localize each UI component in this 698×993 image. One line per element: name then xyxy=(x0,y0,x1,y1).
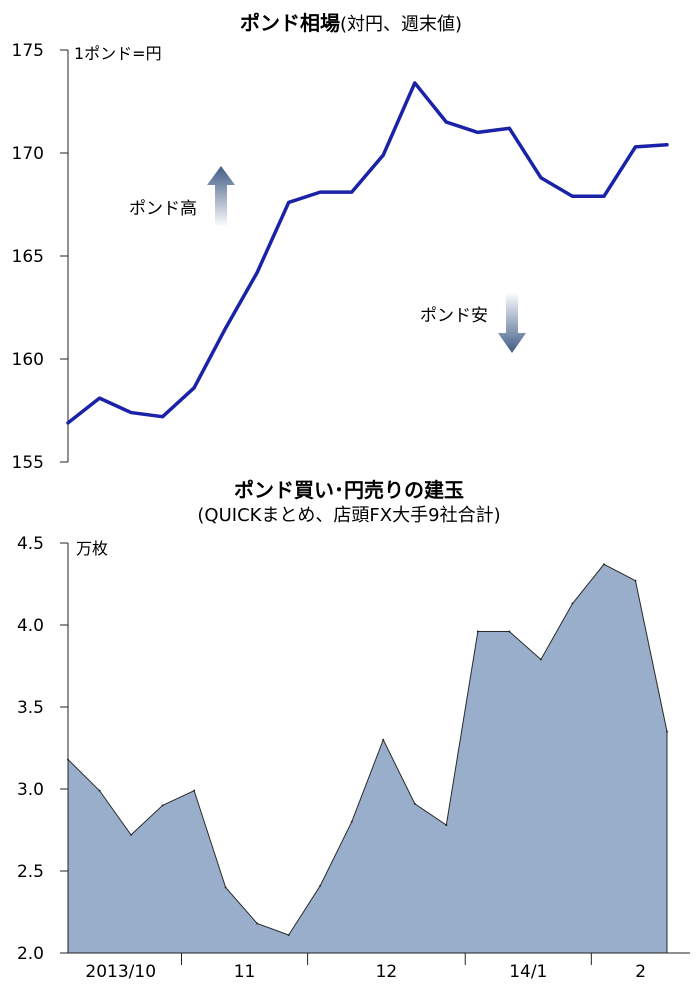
bottom-data-point xyxy=(634,579,637,582)
bottom-data-point xyxy=(130,833,133,836)
bottom-data-point xyxy=(224,886,227,889)
bottom-y-tick-label: 4.0 xyxy=(17,616,44,636)
bottom-data-point xyxy=(67,758,69,761)
bottom-data-point xyxy=(193,789,196,792)
top-data-point xyxy=(161,415,165,419)
top-data-point xyxy=(287,200,291,204)
top-data-point xyxy=(539,176,543,180)
top-y-tick-label: 170 xyxy=(12,144,44,164)
bottom-data-point xyxy=(161,804,164,807)
annotation-pound-up: ポンド高 xyxy=(129,166,235,227)
top-y-tick-label: 165 xyxy=(12,247,44,267)
bottom-chart-subtitle: (QUICKまとめ、店頭FX大手9社合計) xyxy=(197,505,500,526)
top-y-tick-label: 160 xyxy=(12,350,44,370)
bottom-y-tick-label: 2.5 xyxy=(17,862,44,882)
bottom-data-point xyxy=(350,820,353,823)
bottom-data-point xyxy=(256,922,259,925)
top-series-line xyxy=(66,81,669,425)
bottom-series-area xyxy=(67,563,668,954)
top-chart-plot: 155 160 165 170 175 1ポンド=円 xyxy=(12,41,669,473)
bottom-x-tick-label: 11 xyxy=(234,962,256,982)
bottom-data-point xyxy=(98,789,101,792)
bottom-y-axis-ticks: 2.0 2.5 3.0 3.5 4.0 4.5 xyxy=(17,534,68,964)
arrow-down-icon xyxy=(498,292,526,353)
bottom-data-point xyxy=(539,658,542,661)
top-unit-label: 1ポンド=円 xyxy=(74,44,162,63)
bottom-unit-label: 万枚 xyxy=(76,539,108,558)
bottom-x-tick-label: 12 xyxy=(376,962,398,982)
top-data-point xyxy=(255,270,259,274)
top-y-tick-label: 175 xyxy=(12,41,44,61)
bottom-data-point xyxy=(476,630,479,633)
bottom-data-point xyxy=(287,933,290,936)
top-data-point xyxy=(381,153,385,157)
bottom-data-point xyxy=(413,802,416,805)
top-series-points xyxy=(66,81,669,425)
top-data-point xyxy=(444,120,448,124)
top-data-point xyxy=(602,194,606,198)
top-y-axis-ticks: 155 160 165 170 175 xyxy=(12,41,68,473)
annotation-pound-up-label: ポンド高 xyxy=(129,199,197,219)
top-data-point xyxy=(476,130,480,134)
top-data-point xyxy=(665,143,669,147)
annotation-pound-down-label: ポンド安 xyxy=(420,306,488,326)
top-data-point xyxy=(129,411,133,415)
bottom-chart-plot: 2.0 2.5 3.0 3.5 4.0 4.5 万枚 2013/10 11 12 14/1 2 xyxy=(17,534,690,982)
bottom-data-point xyxy=(445,824,448,827)
bottom-y-tick-label: 3.0 xyxy=(17,780,44,800)
top-data-point xyxy=(224,326,228,330)
top-data-point xyxy=(350,190,354,194)
bottom-chart-title: ポンド買い･円売りの建玉 xyxy=(234,478,464,502)
bottom-data-point xyxy=(382,738,385,741)
arrow-up-icon xyxy=(207,166,235,227)
bottom-x-tick-label: 2 xyxy=(635,962,646,982)
top-data-point xyxy=(318,190,322,194)
top-data-point xyxy=(633,145,637,149)
top-y-tick-label: 155 xyxy=(12,453,44,473)
top-chart-title: ポンド相場 xyxy=(240,11,340,35)
top-data-point xyxy=(98,396,102,400)
bottom-data-point xyxy=(602,563,605,566)
annotation-pound-down: ポンド安 xyxy=(420,292,526,353)
bottom-x-tick-label: 2013/10 xyxy=(85,962,156,982)
bottom-series-points xyxy=(67,563,668,936)
top-data-point xyxy=(413,81,417,85)
bottom-y-tick-label: 3.5 xyxy=(17,698,44,718)
bottom-x-axis-ticks: 2013/10 11 12 14/1 2 xyxy=(85,953,646,982)
bottom-data-point xyxy=(666,730,668,733)
bottom-data-point xyxy=(508,630,511,633)
top-data-point xyxy=(66,421,70,425)
top-chart-subtitle: (対円、週末値) xyxy=(340,14,462,35)
top-data-point xyxy=(570,194,574,198)
top-data-point xyxy=(192,386,196,390)
top-data-point xyxy=(507,126,511,130)
bottom-y-tick-label: 4.5 xyxy=(17,534,44,554)
bottom-data-point xyxy=(319,884,322,887)
bottom-x-tick-label: 14/1 xyxy=(509,962,547,982)
bottom-data-point xyxy=(571,602,574,605)
bottom-y-tick-label: 2.0 xyxy=(17,944,44,964)
